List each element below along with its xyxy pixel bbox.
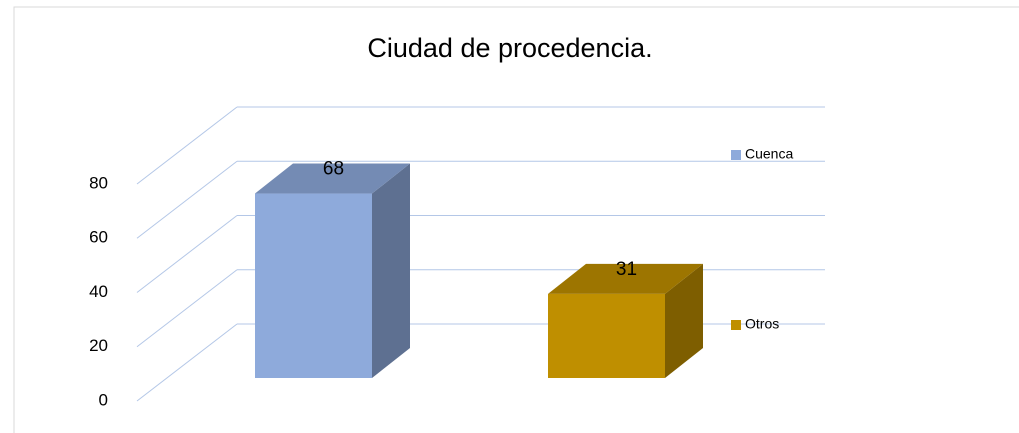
grid-line-diagonal [136,106,238,185]
legend-swatch [731,150,741,160]
chart-title: Ciudad de procedencia. [367,33,652,63]
data-label: 68 [323,159,344,180]
y-tick-label: 60 [89,228,108,247]
y-tick-label: 20 [89,336,108,355]
bar-top [548,263,703,294]
grid-line-diagonal [136,323,238,402]
bar-side [372,163,410,378]
grid-line-diagonal [136,160,238,239]
bar-top [255,163,410,194]
data-label: 31 [616,259,637,280]
y-tick-label: 0 [99,390,108,409]
bar [548,293,665,378]
legend-swatch [731,320,741,330]
legend-label: Otros [745,316,779,332]
grid-line-diagonal [136,269,238,348]
bar-side [665,263,703,378]
y-tick-label: 40 [89,282,108,301]
grid-line-diagonal [136,215,238,293]
y-tick-label: 80 [89,173,108,192]
legend-label: Cuenca [745,146,793,162]
bar [255,193,372,378]
chart-border [13,6,1019,433]
